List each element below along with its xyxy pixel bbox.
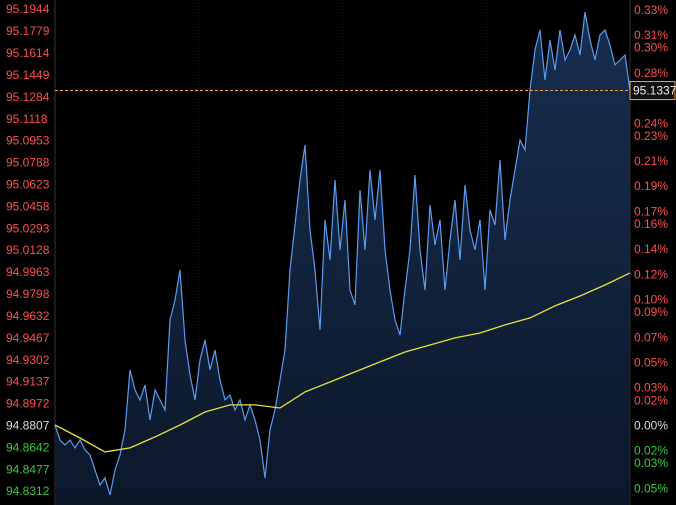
y2-tick-label: 0.17%	[634, 204, 668, 218]
y2-tick-label: 0.05%	[634, 481, 668, 495]
y2-tick-label: 0.31%	[634, 28, 668, 42]
y-tick-label: 94.9963	[6, 265, 50, 279]
y-tick-label: 95.0788	[6, 156, 50, 170]
y2-tick-label: 0.21%	[634, 154, 668, 168]
y2-tick-label: 0.24%	[634, 116, 668, 130]
y-tick-label: 95.1118	[6, 112, 48, 126]
y-tick-label: 94.8972	[6, 397, 50, 411]
y-tick-label: 94.9302	[6, 353, 50, 367]
y-tick-label: 94.8642	[6, 440, 50, 454]
y-tick-label: 94.8312	[6, 484, 50, 498]
y-tick-label: 95.1284	[6, 90, 50, 104]
y2-tick-label: 0.16%	[634, 217, 668, 231]
y2-tick-label: 0.02%	[634, 444, 668, 458]
y-tick-label: 95.0953	[6, 134, 50, 148]
y2-tick-label: 0.30%	[634, 41, 668, 55]
price-area	[55, 12, 630, 505]
y-tick-label: 95.0128	[6, 243, 50, 257]
y-tick-label: 95.1614	[6, 46, 50, 60]
y-tick-label: 94.9137	[6, 375, 50, 389]
y-tick-label: 94.9467	[6, 331, 50, 345]
y2-tick-label: 0.33%	[634, 3, 668, 17]
y-tick-label: 95.0623	[6, 177, 50, 191]
y2-tick-label: 0.05%	[634, 355, 668, 369]
y-tick-label: 95.0458	[6, 199, 50, 213]
y-tick-label: 94.9632	[6, 309, 50, 323]
y-tick-label: 94.9798	[6, 287, 50, 301]
average-line	[54, 272, 631, 453]
y2-tick-label: 0.09%	[634, 305, 668, 319]
y2-tick-label: 0.03%	[634, 381, 668, 395]
y2-tick-label: 0.19%	[634, 179, 668, 193]
price-line	[54, 11, 631, 496]
y-tick-label: 95.0293	[6, 221, 50, 235]
y2-tick-label: 0.10%	[634, 293, 668, 307]
y2-tick-label: 0.23%	[634, 129, 668, 143]
last-price-label: 95.1337	[633, 84, 676, 98]
y2-tick-label: 0.07%	[634, 330, 668, 344]
y-tick-label: 95.1449	[6, 68, 50, 82]
y2-tick-label: 0.12%	[634, 267, 668, 281]
y2-tick-label: 0.14%	[634, 242, 668, 256]
y-tick-label: 95.1779	[6, 24, 50, 38]
y2-tick-label: 0.00%	[634, 418, 668, 432]
y2-tick-label: 0.28%	[634, 66, 668, 80]
last-price-box	[629, 81, 676, 101]
y-tick-label: 95.1944	[6, 2, 50, 16]
y2-tick-label: 0.03%	[634, 456, 668, 470]
y-tick-label: 94.8807	[6, 418, 50, 432]
y-tick-label: 94.8477	[6, 462, 50, 476]
y2-tick-label: 0.02%	[634, 393, 668, 407]
